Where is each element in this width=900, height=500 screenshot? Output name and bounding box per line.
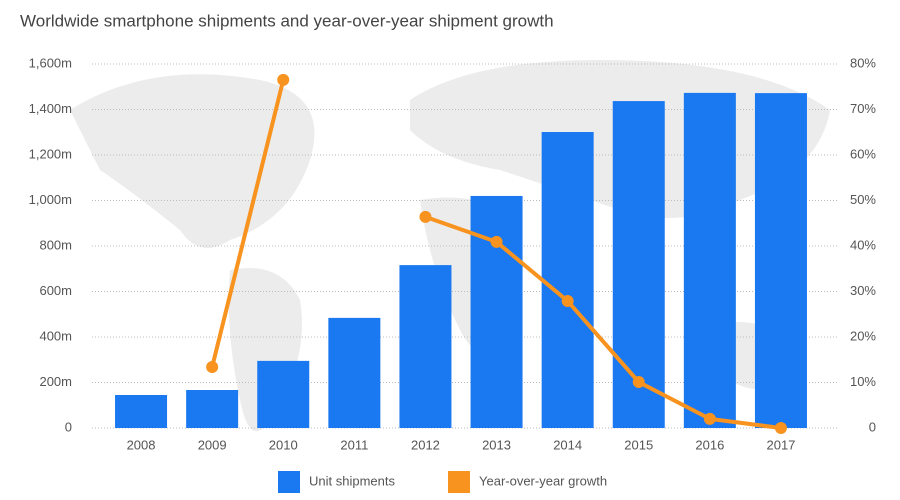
y2-tick-label: 60% — [850, 146, 876, 161]
y-tick-label: 1,600m — [29, 55, 72, 70]
x-tick-label: 2008 — [127, 437, 156, 452]
legend-label: Unit shipments — [309, 473, 395, 488]
x-tick-label: 2016 — [695, 437, 724, 452]
x-tick-label: 2012 — [411, 437, 440, 452]
y2-tick-label: 50% — [850, 192, 876, 207]
bar — [683, 92, 736, 428]
x-tick-label: 2010 — [269, 437, 298, 452]
y-tick-label: 1,200m — [29, 146, 72, 161]
chart-title: Worldwide smartphone shipments and year-… — [20, 11, 554, 30]
legend-label: Year-over-year growth — [479, 473, 607, 488]
legend-swatch — [278, 471, 300, 493]
y2-tick-label: 40% — [850, 237, 876, 252]
y2-tick-label: 70% — [850, 101, 876, 116]
legend-swatch — [448, 471, 470, 493]
bar — [612, 101, 665, 429]
y-tick-label: 0 — [65, 419, 72, 434]
line-marker — [632, 376, 645, 389]
y-tick-label: 600m — [39, 283, 72, 298]
bar — [399, 265, 452, 428]
x-tick-label: 2014 — [553, 437, 582, 452]
bar — [115, 395, 168, 428]
y2-tick-label: 20% — [850, 328, 876, 343]
x-tick-label: 2011 — [340, 437, 368, 452]
bar — [470, 195, 523, 428]
y2-tick-label: 30% — [850, 283, 876, 298]
line-marker — [561, 295, 574, 308]
line-marker — [277, 73, 290, 86]
line-marker — [206, 361, 219, 374]
y2-tick-label: 80% — [850, 55, 876, 70]
line-marker — [703, 412, 716, 425]
bar — [186, 390, 239, 428]
y-tick-label: 400m — [39, 328, 72, 343]
line — [210, 79, 782, 430]
y-tick-label: 1,400m — [29, 101, 72, 116]
bar — [257, 360, 310, 428]
y2-tick-label: 0 — [869, 419, 876, 434]
y-tick-label: 200m — [39, 374, 72, 389]
x-tick-label: 2015 — [624, 437, 653, 452]
x-tick-label: 2017 — [766, 437, 795, 452]
bar — [328, 317, 381, 428]
y-tick-label: 1,000m — [29, 192, 72, 207]
bar — [541, 132, 594, 428]
line-marker — [490, 235, 503, 248]
line-marker — [419, 210, 432, 223]
y2-tick-label: 10% — [850, 374, 876, 389]
x-tick-label: 2013 — [482, 437, 511, 452]
x-tick-label: 2009 — [198, 437, 227, 452]
bar — [754, 93, 807, 429]
y-tick-label: 800m — [39, 237, 72, 252]
line-marker — [774, 422, 787, 434]
